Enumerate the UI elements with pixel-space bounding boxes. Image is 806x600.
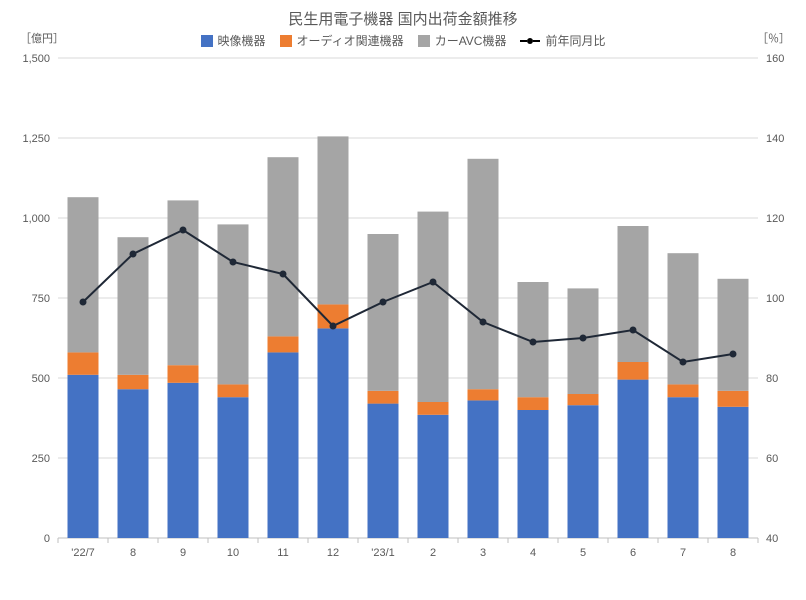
bar-segment [268,336,299,352]
svg-text:500: 500 [32,373,50,385]
bar-segment [268,157,299,336]
svg-text:140: 140 [766,133,784,145]
line-marker [380,299,387,306]
bar-segment [218,224,249,384]
bar-segment [518,410,549,538]
svg-text:750: 750 [32,293,50,305]
bar-segment [68,352,99,374]
bar-segment [118,375,149,389]
bar-segment [568,394,599,405]
bar-segment [468,389,499,400]
svg-text:'23/1: '23/1 [371,547,395,559]
bar-segment [668,397,699,538]
bar-segment [368,234,399,391]
line-marker [180,227,187,234]
svg-text:160: 160 [766,53,784,65]
bar-segment [418,402,449,415]
bar-segment [118,389,149,538]
line-marker [230,259,237,266]
line-marker [330,323,337,330]
svg-text:7: 7 [680,547,686,559]
line-marker [430,279,437,286]
line-marker [80,299,87,306]
line-marker [280,271,287,278]
bar-segment [218,384,249,397]
bar-segment [268,352,299,538]
svg-text:60: 60 [766,453,778,465]
svg-text:12: 12 [327,547,339,559]
line-marker [730,351,737,358]
svg-text:1,000: 1,000 [22,213,50,225]
svg-text:100: 100 [766,293,784,305]
bar-segment [668,384,699,397]
svg-text:10: 10 [227,547,239,559]
svg-text:1,500: 1,500 [22,53,50,65]
bar-segment [318,136,349,304]
svg-text:'22/7: '22/7 [71,547,95,559]
bar-segment [68,197,99,352]
svg-text:120: 120 [766,213,784,225]
svg-text:0: 0 [44,533,50,545]
chart-container: 民生用電子機器 国内出荷金額推移 ［億円］ ［％］ 映像機器 オーディオ関連機器… [0,0,806,600]
line-marker [480,319,487,326]
svg-text:80: 80 [766,373,778,385]
line-marker [680,359,687,366]
bar-segment [168,383,199,538]
bar-segment [118,237,149,375]
svg-text:8: 8 [130,547,136,559]
bar-segment [368,391,399,404]
bar-segment [468,159,499,389]
svg-text:2: 2 [430,547,436,559]
bar-segment [618,362,649,380]
svg-text:250: 250 [32,453,50,465]
bar-segment [168,365,199,383]
svg-text:9: 9 [180,547,186,559]
bar-segment [68,375,99,538]
bar-segment [468,400,499,538]
svg-text:1,250: 1,250 [22,133,50,145]
bar-segment [418,212,449,402]
line-marker [130,251,137,258]
line-marker [530,339,537,346]
svg-text:6: 6 [630,547,636,559]
svg-text:4: 4 [530,547,536,559]
bar-segment [218,397,249,538]
bar-segment [618,380,649,538]
svg-text:40: 40 [766,533,778,545]
bar-segment [618,226,649,362]
bar-segment [518,397,549,410]
svg-text:3: 3 [480,547,486,559]
svg-text:8: 8 [730,547,736,559]
bar-segment [418,415,449,538]
chart-svg: 0 250 500 750 1,000 1,250 1,500 40 60 80 100 120 140… [0,0,806,600]
svg-text:11: 11 [277,547,288,559]
bar-segment [568,405,599,538]
line-marker [580,335,587,342]
bar-segment [368,404,399,538]
bar-segment [318,328,349,538]
bar-segment [718,279,749,391]
svg-text:5: 5 [580,547,586,559]
bar-segment [718,407,749,538]
bar-segment [168,200,199,365]
bar-segment [718,391,749,407]
line-marker [630,327,637,334]
